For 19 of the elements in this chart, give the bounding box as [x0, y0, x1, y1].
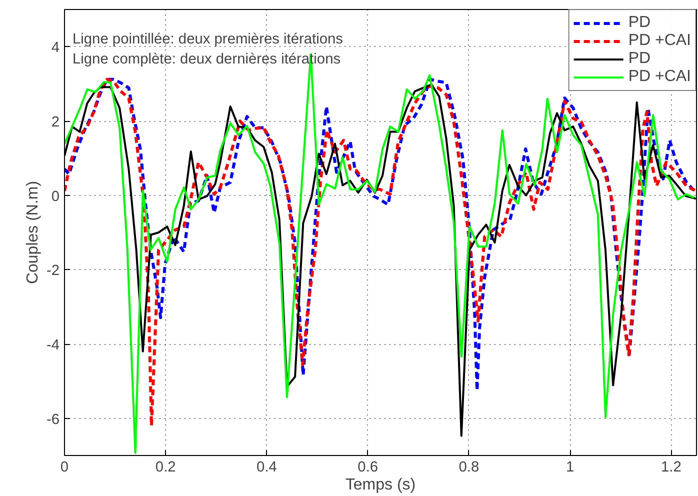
legend-label: PD — [628, 14, 651, 32]
y-tick-label: 2 — [51, 114, 60, 130]
legend-label: PD — [628, 50, 651, 68]
y-tick-label: -2 — [46, 263, 60, 280]
x-tick-label: 1.2 — [661, 460, 682, 476]
x-tick-label: 0.2 — [155, 460, 176, 476]
y-tick-label: -6 — [46, 412, 60, 428]
legend-label: PD +CAI — [628, 68, 691, 86]
y-tick-label: -4 — [46, 338, 60, 354]
y-tick-label: 0 — [51, 188, 60, 205]
x-tick-label: 1 — [566, 460, 574, 476]
y-tick-label: 4 — [51, 40, 60, 56]
legend-label: PD +CAI — [628, 32, 691, 50]
y-axis-title: Couples (N.m) — [24, 180, 42, 284]
x-tick-label: 0.8 — [458, 460, 480, 476]
x-tick-label: 0.6 — [358, 460, 378, 476]
x-tick-label: 0.4 — [256, 460, 277, 476]
annotation: Ligne pointillée: deux premières itérations — [72, 32, 343, 48]
x-axis-title: Temps (s) — [345, 476, 416, 494]
